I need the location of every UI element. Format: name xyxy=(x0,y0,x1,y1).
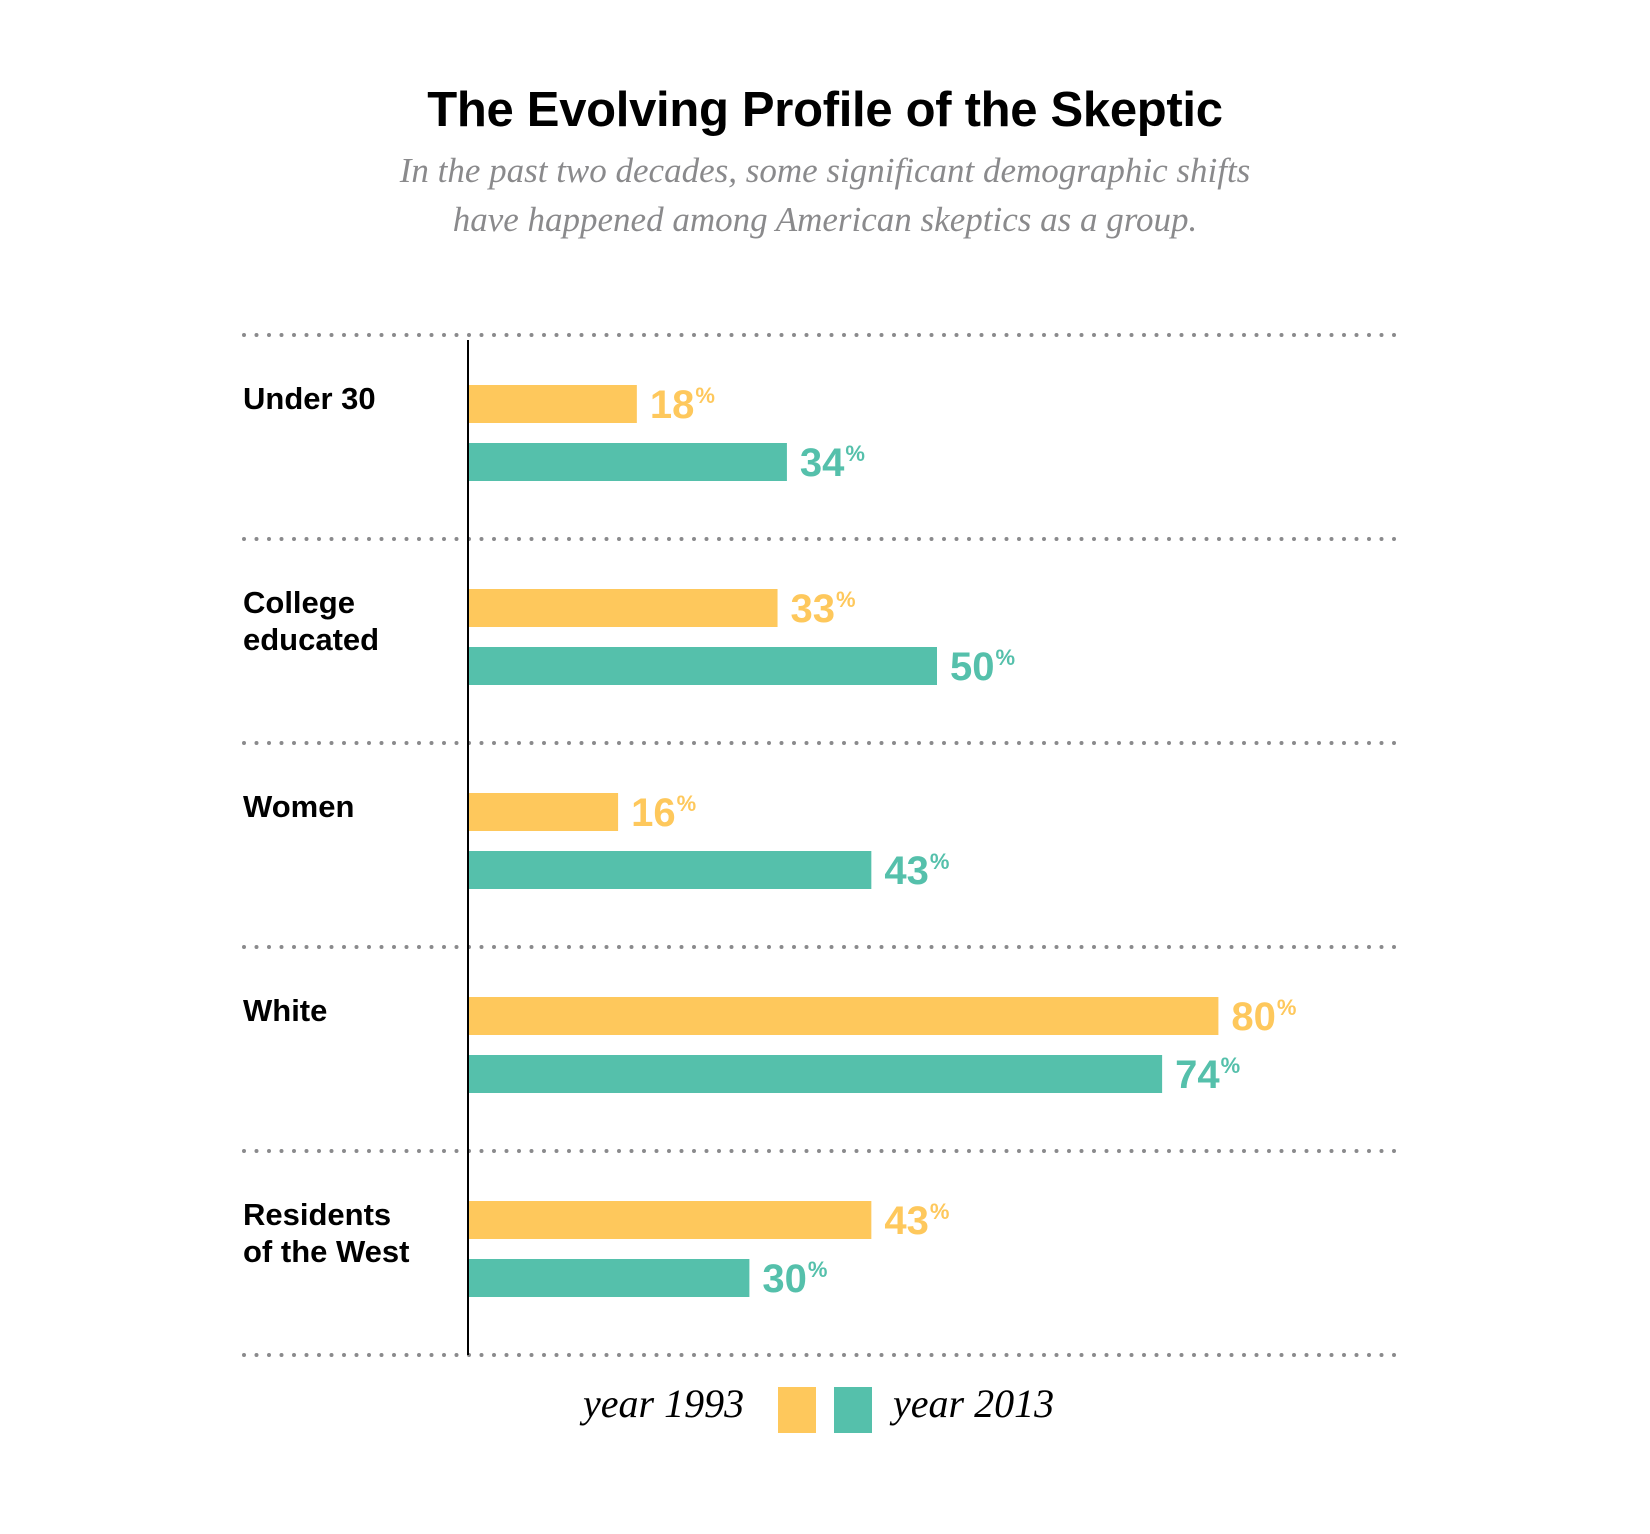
bar-year-2013 xyxy=(469,851,872,889)
category-label-line: Women xyxy=(243,789,354,824)
category-label: White xyxy=(243,993,327,1028)
category-label-line: Residents xyxy=(243,1197,391,1232)
category-label: Women xyxy=(243,789,354,824)
bar-year-1993 xyxy=(469,1201,872,1239)
legend-label-1993: year 1993 xyxy=(583,1381,745,1426)
data-label-percent: % xyxy=(836,587,856,612)
subtitle-line-2: have happened among American skeptics as… xyxy=(452,200,1198,239)
data-label: 43% xyxy=(884,849,949,893)
data-label: 74% xyxy=(1175,1053,1240,1097)
data-label-value: 30 xyxy=(762,1257,807,1301)
category-label-line: Under 30 xyxy=(243,381,376,416)
data-label-value: 16 xyxy=(631,791,676,835)
data-label-percent: % xyxy=(1277,995,1297,1020)
category-label-line: educated xyxy=(243,622,379,657)
category-label: College educated xyxy=(243,585,379,657)
data-label: 33% xyxy=(791,587,856,631)
data-label-value: 34 xyxy=(800,441,845,485)
data-label: 80% xyxy=(1231,995,1296,1039)
data-label-percent: % xyxy=(677,791,697,816)
data-label-percent: % xyxy=(808,1257,828,1282)
bar-year-1993 xyxy=(469,997,1219,1035)
data-label-percent: % xyxy=(996,645,1016,670)
bar-year-1993 xyxy=(469,589,778,627)
bar-year-1993 xyxy=(469,793,619,831)
chart-title: The Evolving Profile of the Skeptic xyxy=(427,83,1223,137)
legend-swatch-1993 xyxy=(778,1387,816,1433)
data-label: 18% xyxy=(650,383,715,427)
data-label-percent: % xyxy=(930,849,950,874)
data-label: 30% xyxy=(762,1257,827,1301)
category-label: Under 30 xyxy=(243,381,376,416)
data-label-value: 43 xyxy=(884,849,929,893)
data-label-percent: % xyxy=(845,441,865,466)
data-label-value: 80 xyxy=(1231,995,1276,1039)
data-label-value: 50 xyxy=(950,645,995,689)
category-label: Residents of the West xyxy=(243,1197,410,1269)
data-label-percent: % xyxy=(1221,1053,1241,1078)
bar-year-2013 xyxy=(469,647,937,685)
data-label-value: 33 xyxy=(791,587,836,631)
data-label-value: 74 xyxy=(1175,1053,1220,1097)
subtitle-line-1: In the past two decades, some significan… xyxy=(399,151,1251,190)
bar-year-2013 xyxy=(469,1259,750,1297)
data-label-value: 43 xyxy=(884,1199,929,1243)
bar-year-2013 xyxy=(469,443,787,481)
data-label: 34% xyxy=(800,441,865,485)
bar-year-2013 xyxy=(469,1055,1163,1093)
data-label: 43% xyxy=(884,1199,949,1243)
data-label-percent: % xyxy=(930,1199,950,1224)
data-label: 16% xyxy=(631,791,696,835)
data-label-percent: % xyxy=(695,383,715,408)
bar-year-1993 xyxy=(469,385,637,423)
chart-subtitle: In the past two decades, some significan… xyxy=(0,146,1650,244)
category-label-line: of the West xyxy=(243,1234,410,1269)
data-label: 50% xyxy=(950,645,1015,689)
data-label-value: 18 xyxy=(650,383,695,427)
category-label-line: College xyxy=(243,585,355,620)
legend-label-2013: year 2013 xyxy=(893,1381,1055,1426)
category-label-line: White xyxy=(243,993,327,1028)
legend-swatch-2013 xyxy=(834,1387,872,1433)
